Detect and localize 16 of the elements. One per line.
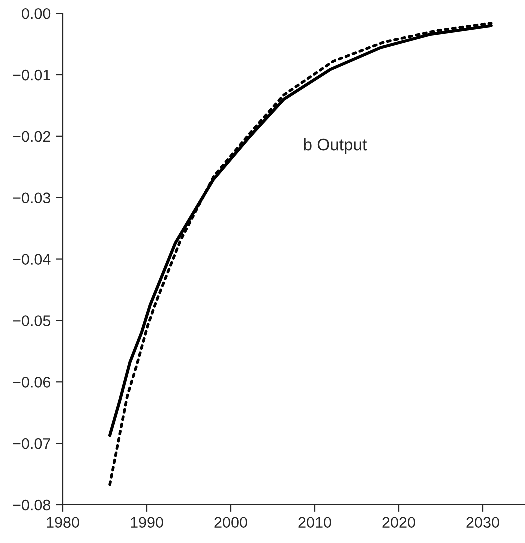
y-tick-label: 0.00: [22, 8, 51, 20]
y-tick-label: −0.05: [13, 316, 51, 326]
y-tick-label: −0.01: [13, 70, 50, 81]
y-tick-label: −0.06: [13, 377, 51, 388]
x-tick-label: 2030: [466, 517, 500, 528]
y-tick-label: −0.04: [13, 254, 51, 265]
x-tick-label: 2010: [298, 517, 332, 528]
y-tick-label: −0.08: [13, 500, 51, 511]
x-tick-label: 2020: [382, 517, 416, 528]
x-tick-label: 2000: [214, 517, 248, 528]
x-tick-label: 1990: [131, 517, 164, 528]
annotation: b Output: [304, 138, 368, 154]
y-tick-label: −0.02: [13, 131, 50, 142]
y-tick-label: −0.03: [13, 192, 51, 204]
x-tick-label: 1980: [47, 517, 80, 528]
y-tick-label: −0.07: [13, 438, 50, 450]
